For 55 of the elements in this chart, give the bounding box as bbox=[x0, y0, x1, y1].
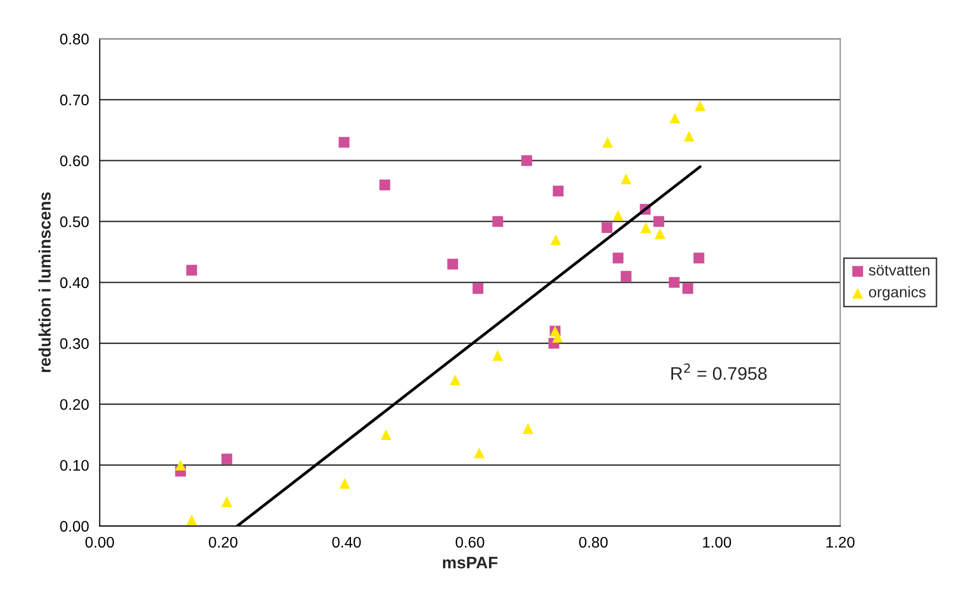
point bbox=[653, 216, 664, 227]
y-tick-label: 0.40 bbox=[60, 277, 89, 288]
point bbox=[380, 429, 392, 440]
y-tick-label: 0.20 bbox=[60, 399, 89, 410]
point bbox=[450, 374, 461, 386]
point bbox=[186, 264, 198, 276]
point bbox=[338, 136, 350, 148]
point bbox=[521, 155, 532, 166]
point bbox=[552, 186, 564, 196]
y-tick-label: 0.30 bbox=[60, 338, 89, 349]
point bbox=[550, 234, 562, 246]
point bbox=[640, 222, 652, 233]
y-axis-title: reduktion i luminscens bbox=[38, 192, 51, 372]
x-tick-label: 0.80 bbox=[579, 536, 608, 548]
y-tick-label: 0.00 bbox=[60, 520, 89, 532]
point bbox=[602, 222, 612, 233]
y-tick-label: 0.10 bbox=[60, 460, 89, 471]
y-tick-label: 0.70 bbox=[60, 94, 89, 106]
x-axis-title: msPAF bbox=[442, 556, 498, 568]
y-tick-label: 0.50 bbox=[60, 216, 89, 228]
point bbox=[620, 270, 632, 282]
legend-label: organics bbox=[869, 286, 926, 300]
point bbox=[694, 100, 706, 112]
point bbox=[221, 454, 232, 464]
point bbox=[620, 173, 632, 184]
x-tick-label: 1.20 bbox=[826, 536, 854, 548]
point bbox=[602, 136, 613, 148]
point bbox=[684, 130, 694, 142]
x-tick-label: 1.00 bbox=[703, 536, 732, 548]
point bbox=[668, 277, 680, 288]
point bbox=[612, 252, 624, 264]
point bbox=[694, 252, 704, 264]
point bbox=[474, 448, 485, 458]
point bbox=[522, 423, 534, 434]
x-tick-label: 0.00 bbox=[85, 536, 114, 548]
point bbox=[654, 228, 666, 240]
point bbox=[447, 258, 458, 270]
point bbox=[492, 350, 504, 361]
point bbox=[472, 283, 484, 294]
point bbox=[492, 216, 504, 227]
point bbox=[339, 478, 350, 489]
point bbox=[221, 496, 232, 508]
point bbox=[379, 180, 390, 190]
point bbox=[175, 460, 186, 470]
y-tick-label: 0.80 bbox=[60, 34, 89, 44]
x-tick-label: 0.60 bbox=[456, 536, 484, 548]
point bbox=[669, 112, 680, 124]
x-tick-label: 0.40 bbox=[332, 536, 361, 548]
legend-label: sötvatten bbox=[868, 264, 930, 276]
point bbox=[612, 210, 624, 221]
x-tick-label: 0.20 bbox=[208, 536, 238, 548]
annotation: R$^{2}$ = 0.7958 bbox=[671, 363, 767, 380]
point bbox=[186, 514, 198, 526]
y-tick-label: 0.60 bbox=[60, 155, 89, 166]
point bbox=[682, 283, 694, 294]
